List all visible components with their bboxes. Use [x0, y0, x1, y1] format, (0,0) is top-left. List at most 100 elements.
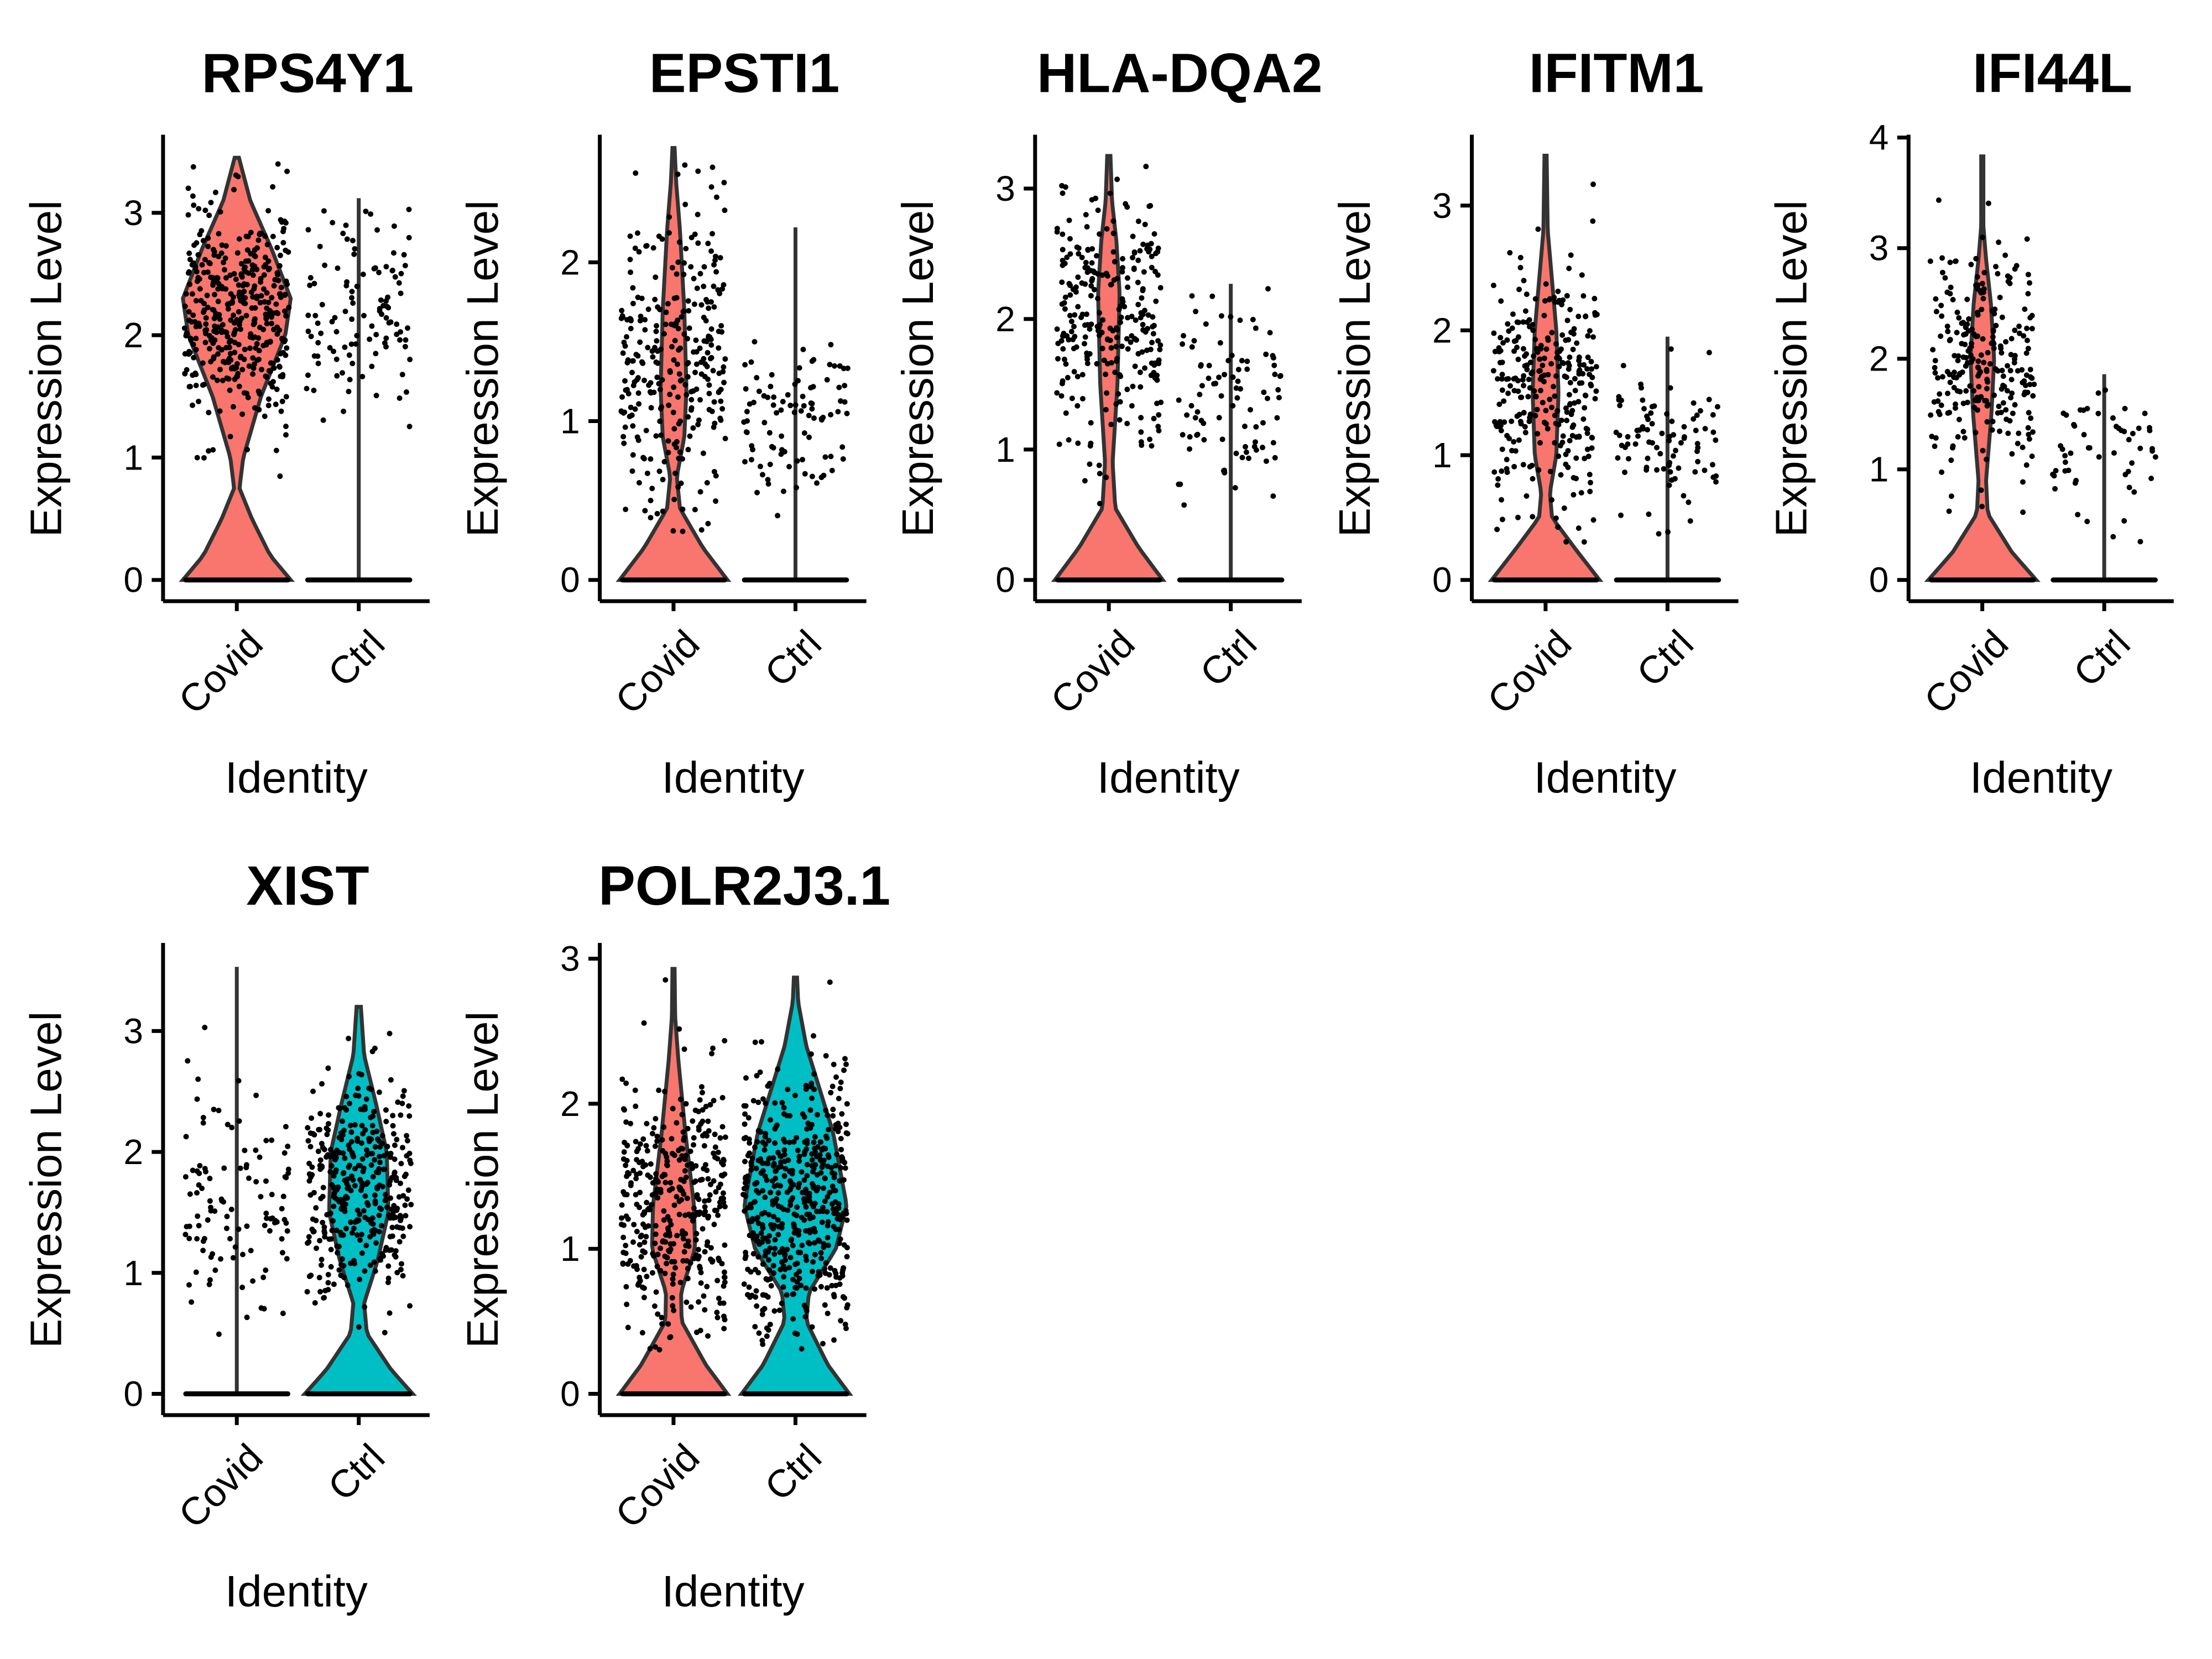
- data-point: [682, 162, 688, 168]
- data-point: [1565, 465, 1571, 471]
- data-point: [1938, 402, 1944, 408]
- data-point: [1124, 387, 1130, 393]
- data-point: [649, 486, 655, 492]
- data-point: [1072, 312, 1078, 318]
- data-point: [666, 230, 672, 236]
- data-point: [1558, 346, 1564, 352]
- data-point: [1253, 447, 1259, 453]
- data-point: [223, 243, 229, 249]
- data-point: [1999, 367, 2005, 373]
- data-point: [658, 1267, 664, 1274]
- data-point: [220, 358, 226, 364]
- data-point: [224, 375, 230, 381]
- data-point: [2062, 453, 2068, 459]
- data-point: [1066, 280, 1072, 286]
- data-point: [1154, 376, 1160, 382]
- data-point: [1104, 361, 1110, 367]
- data-point: [280, 349, 286, 356]
- data-point: [196, 276, 202, 282]
- data-point: [1995, 270, 2001, 276]
- data-point: [670, 1276, 676, 1282]
- data-point: [2025, 346, 2031, 352]
- data-point: [1975, 312, 1981, 318]
- data-point: [637, 1170, 643, 1176]
- data-point: [242, 264, 248, 270]
- data-point: [742, 362, 748, 368]
- data-point: [1635, 433, 1641, 439]
- data-point: [373, 393, 379, 399]
- data-point: [330, 220, 336, 226]
- data-point: [257, 391, 263, 397]
- data-point: [711, 399, 717, 405]
- data-point: [1087, 443, 1093, 449]
- data-point: [383, 1107, 389, 1113]
- data-point: [2005, 278, 2011, 284]
- data-point: [762, 1253, 768, 1259]
- data-point: [276, 364, 283, 370]
- data-point: [679, 1112, 685, 1118]
- data-point: [1959, 341, 1965, 347]
- data-point: [211, 307, 217, 313]
- data-point: [836, 1240, 842, 1246]
- data-point: [406, 1150, 413, 1156]
- data-point: [781, 1159, 787, 1165]
- data-point: [620, 1156, 627, 1162]
- data-point: [720, 369, 726, 375]
- data-point: [1191, 338, 1197, 344]
- data-point: [630, 1239, 637, 1245]
- data-point: [2000, 400, 2006, 406]
- data-point: [1571, 492, 1577, 498]
- data-point: [201, 1235, 207, 1241]
- data-point: [263, 1267, 269, 1273]
- data-point: [218, 329, 225, 335]
- data-point: [1067, 312, 1073, 319]
- data-point: [203, 321, 209, 327]
- data-point: [1573, 476, 1579, 482]
- data-point: [1646, 439, 1652, 445]
- data-point: [207, 1176, 213, 1182]
- data-point: [679, 377, 685, 383]
- data-point: [1514, 345, 1520, 351]
- data-point: [713, 473, 719, 479]
- data-point: [1587, 488, 1593, 494]
- data-point: [1084, 311, 1090, 317]
- data-point: [208, 359, 214, 365]
- data-point: [236, 236, 242, 242]
- data-point: [397, 337, 403, 343]
- data-point: [795, 1147, 801, 1154]
- data-point: [708, 248, 714, 254]
- data-point: [335, 1184, 341, 1190]
- data-point: [628, 1182, 634, 1188]
- data-point: [627, 414, 633, 420]
- data-point: [187, 1191, 193, 1197]
- data-point: [1980, 234, 1986, 241]
- data-point: [1059, 380, 1065, 387]
- data-point: [350, 300, 356, 306]
- data-point: [754, 1073, 760, 1079]
- data-point: [654, 510, 660, 517]
- data-point: [1694, 412, 1700, 418]
- data-point: [281, 308, 288, 314]
- data-point: [1143, 164, 1149, 170]
- data-point: [1074, 403, 1081, 409]
- data-point: [760, 1292, 766, 1298]
- data-point: [1568, 330, 1574, 336]
- data-point: [239, 1285, 246, 1291]
- data-point: [239, 292, 245, 298]
- data-point: [2016, 430, 2022, 436]
- y-tick-label: 1: [560, 1229, 580, 1269]
- data-point: [275, 161, 281, 167]
- data-point: [781, 1173, 787, 1179]
- data-point: [1954, 309, 1960, 315]
- data-point: [371, 1109, 377, 1115]
- data-point: [1068, 328, 1074, 335]
- data-point: [221, 267, 227, 273]
- data-point: [1119, 269, 1125, 275]
- data-point: [1087, 351, 1093, 357]
- data-point: [1521, 410, 1527, 416]
- data-point: [698, 1084, 705, 1090]
- data-point: [641, 377, 648, 383]
- data-point: [1592, 310, 1598, 316]
- data-point: [1935, 375, 1941, 381]
- data-point: [822, 1266, 828, 1272]
